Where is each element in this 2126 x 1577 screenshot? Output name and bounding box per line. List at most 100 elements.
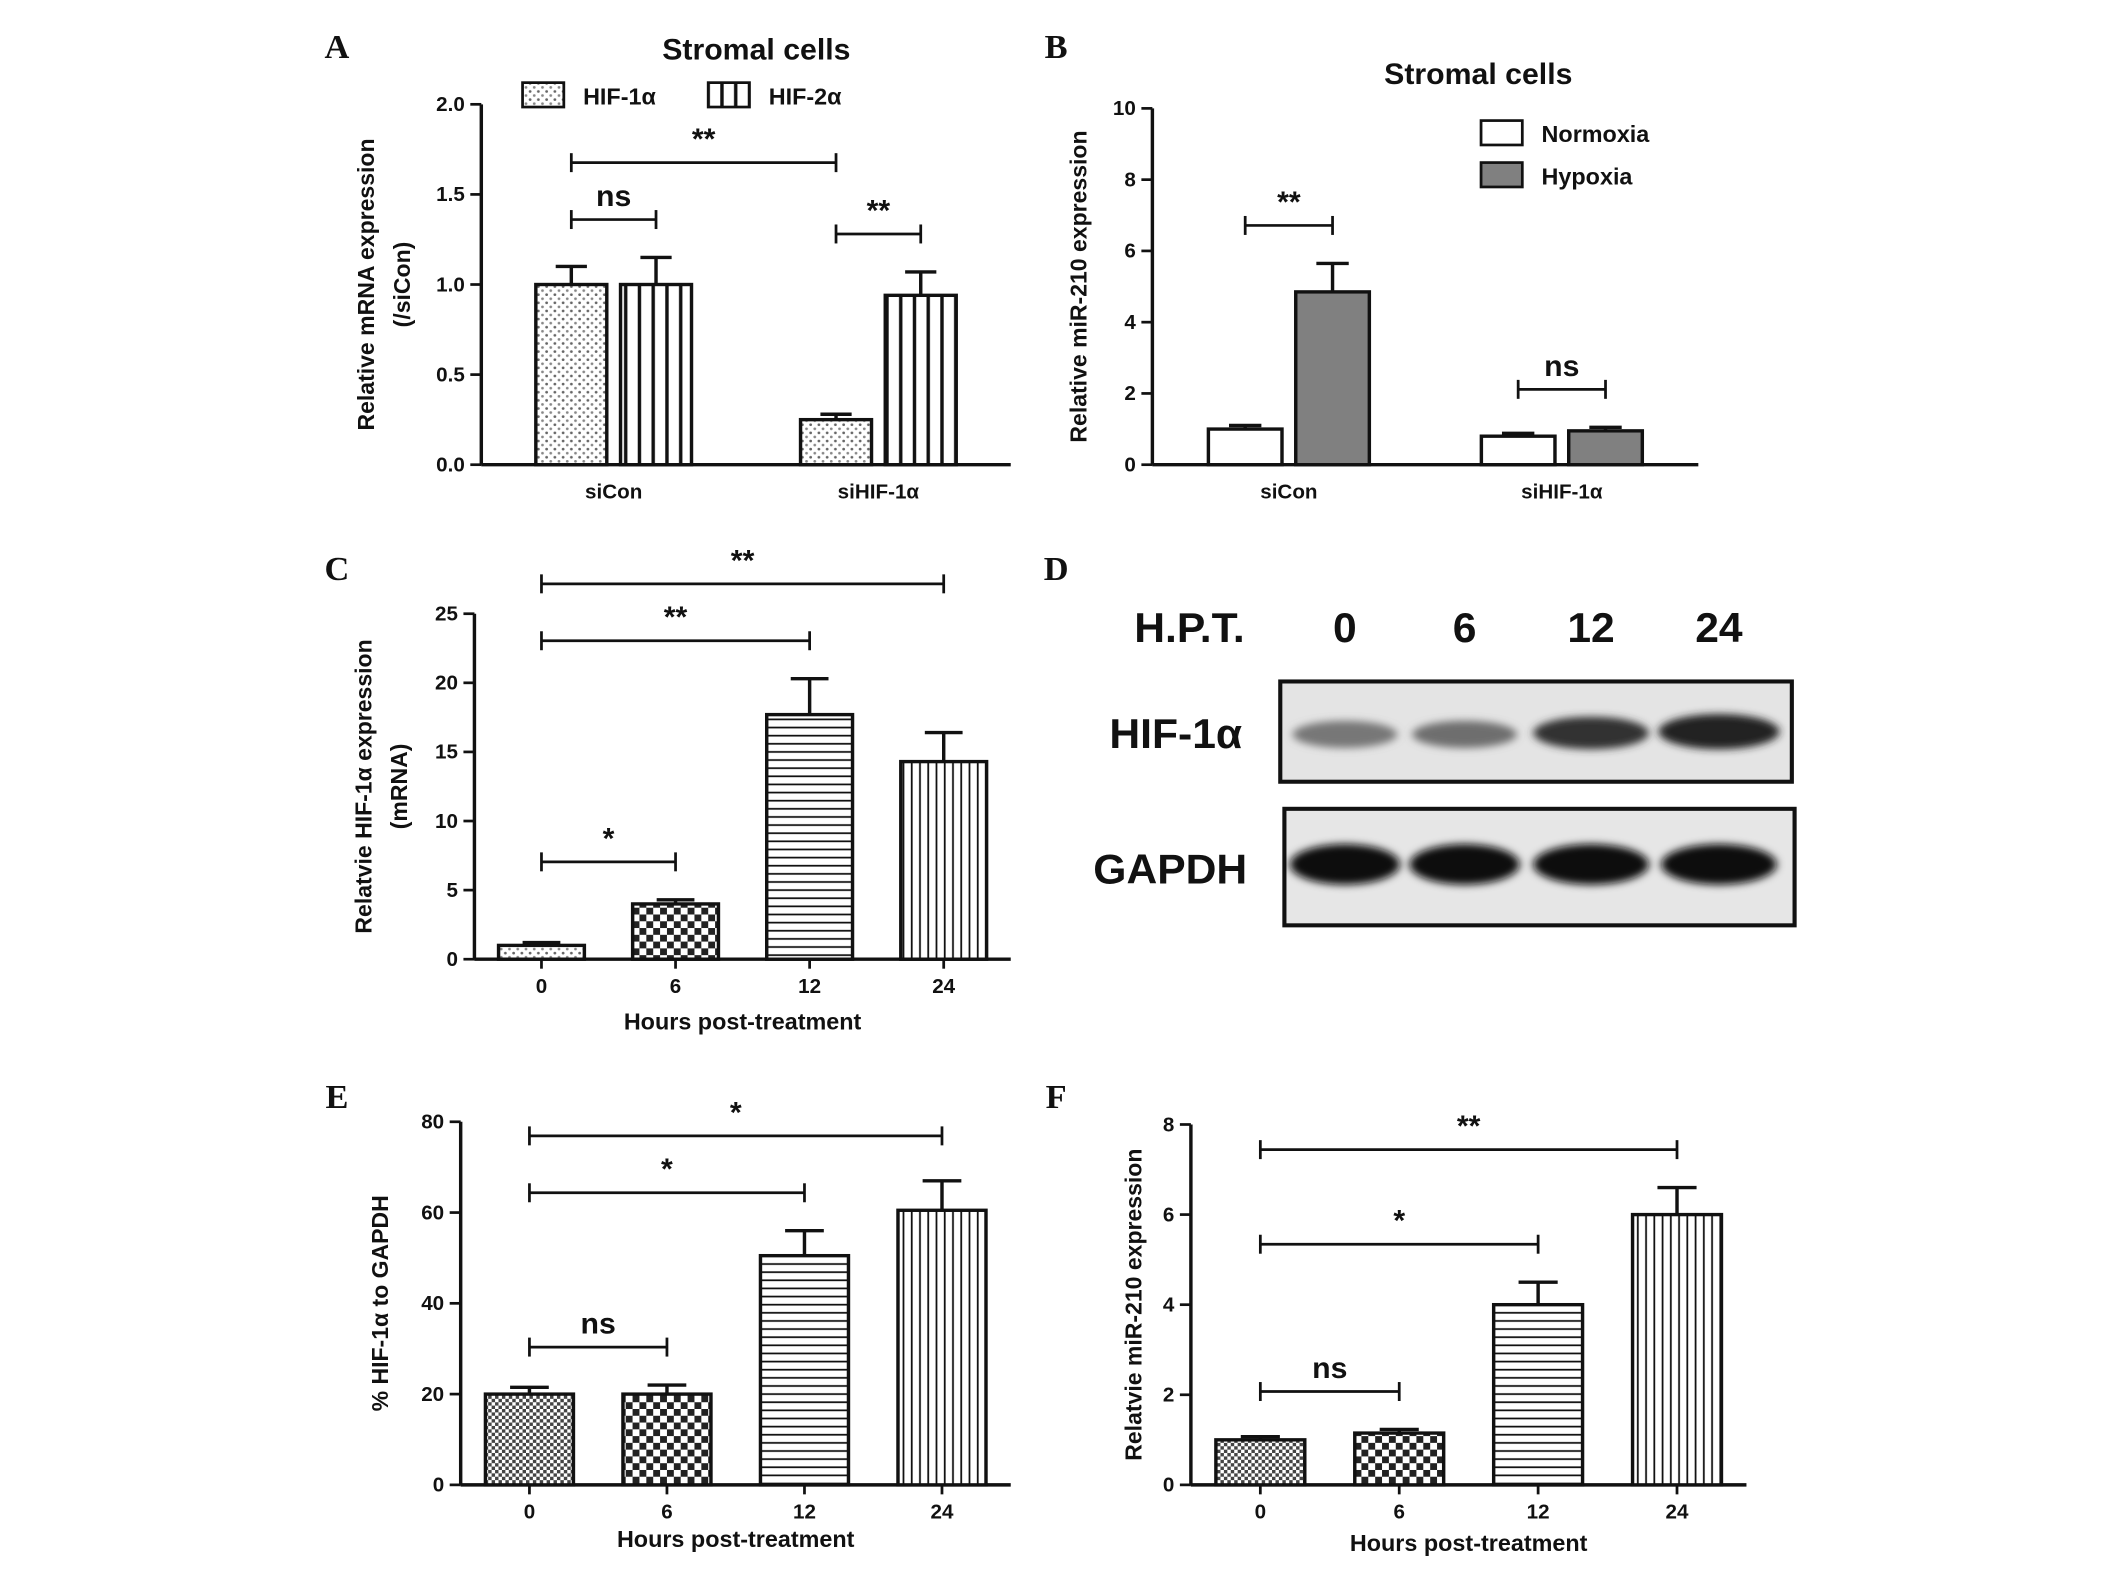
x-tick-label: siCon — [1260, 481, 1317, 504]
y-tick-label: 4 — [1163, 1294, 1175, 1317]
x-tick-label: 24 — [932, 975, 956, 998]
bar — [765, 712, 855, 961]
y-axis-label: Relative miR-210 expression — [1065, 130, 1091, 442]
y-axis-label: (/siCon) — [389, 242, 415, 328]
significance-bracket: * — [528, 1097, 944, 1146]
x-tick-label: 12 — [798, 975, 821, 998]
error-bar — [1316, 261, 1349, 292]
y-tick-label: 8 — [1124, 169, 1135, 192]
y-tick-label: 6 — [1124, 240, 1135, 263]
panel-label: D — [1044, 551, 1069, 588]
x-tick-label: 0 — [524, 1501, 535, 1524]
y-tick-label: 2.0 — [436, 93, 465, 116]
bar — [1294, 290, 1372, 467]
error-bar — [922, 1179, 962, 1211]
x-axis-label: Hours post-treatment — [624, 1009, 862, 1035]
x-tick-label: 0 — [1255, 1501, 1266, 1524]
x-tick-label: 6 — [1393, 1501, 1404, 1524]
x-axis-label: Hours post-treatment — [1350, 1530, 1588, 1556]
chart-title: Stromal cells — [1384, 58, 1572, 91]
x-tick-label: siHIF-1α — [838, 481, 920, 504]
y-tick-label: 0 — [1124, 454, 1135, 477]
error-bar — [905, 270, 937, 296]
y-tick-label: 60 — [421, 1201, 444, 1224]
y-axis-label: % HIF-1α to GAPDH — [367, 1195, 393, 1411]
error-bar — [640, 255, 672, 285]
significance-label: ** — [867, 195, 891, 228]
error-bar — [1589, 425, 1622, 431]
bar — [483, 1392, 576, 1487]
significance-bracket: ns — [528, 1308, 669, 1357]
x-tick-label: siHIF-1α — [1521, 481, 1603, 504]
x-axis-label: Hours post-treatment — [617, 1526, 855, 1552]
y-tick-label: 4 — [1124, 311, 1136, 334]
significance-bracket: ** — [540, 544, 946, 594]
bar — [899, 759, 989, 961]
bar — [618, 282, 694, 467]
bar — [1353, 1431, 1446, 1487]
significance-label: ** — [664, 601, 688, 634]
significance-label: ns — [581, 1308, 616, 1341]
y-tick-label: 40 — [421, 1292, 444, 1315]
significance-bracket: * — [528, 1153, 806, 1203]
lane-label: 6 — [1453, 604, 1477, 651]
significance-bracket: ** — [834, 195, 923, 244]
error-bar — [656, 898, 695, 904]
error-bar — [1379, 1427, 1419, 1434]
bar — [798, 417, 874, 467]
error-bar — [1518, 1280, 1558, 1305]
significance-bracket: ** — [540, 601, 812, 651]
legend-label: HIF-1α — [583, 83, 657, 109]
panel-label: A — [325, 29, 350, 66]
legend-swatch — [1479, 161, 1524, 189]
error-bar — [1229, 423, 1262, 430]
bar — [896, 1208, 988, 1487]
error-bar — [785, 1229, 824, 1256]
legend-swatch — [706, 81, 751, 109]
panel-label: B — [1045, 29, 1068, 66]
y-tick-label: 20 — [435, 672, 458, 695]
significance-bracket: ** — [1258, 1110, 1679, 1160]
bar — [1566, 429, 1645, 467]
legend-label: Normoxia — [1542, 121, 1651, 147]
y-tick-label: 20 — [421, 1383, 444, 1406]
significance-label: ** — [731, 544, 755, 577]
y-tick-label: 0 — [433, 1474, 444, 1497]
error-bar — [820, 412, 852, 420]
significance-bracket: * — [540, 822, 677, 872]
y-tick-label: 0 — [1163, 1474, 1174, 1497]
legend-label: HIF-2α — [769, 83, 843, 109]
y-axis-label: Relative mRNA expression — [353, 138, 379, 430]
significance-bracket: ns — [1258, 1352, 1401, 1402]
y-tick-label: 2 — [1124, 382, 1135, 405]
error-bar — [555, 264, 587, 285]
bar — [630, 902, 721, 961]
error-bar — [790, 676, 829, 715]
error-bar — [522, 940, 561, 946]
error-bar — [1657, 1185, 1697, 1215]
significance-label: * — [730, 1097, 742, 1130]
y-tick-label: 1.0 — [436, 273, 465, 296]
significance-bracket: ns — [569, 180, 658, 230]
significance-bracket: ** — [569, 123, 838, 173]
bar — [1206, 427, 1284, 467]
significance-label: ns — [1312, 1352, 1347, 1385]
y-axis-label: Relatvie HIF-1α expression — [350, 639, 376, 933]
x-tick-label: 24 — [1666, 1501, 1690, 1524]
lane-label: 12 — [1567, 604, 1614, 651]
y-axis-label: (mRNA) — [386, 744, 412, 830]
significance-bracket: * — [1258, 1205, 1540, 1254]
blot-row-label: HIF-1α — [1109, 710, 1242, 757]
bar — [1479, 434, 1557, 467]
panel-label: C — [325, 551, 350, 588]
y-tick-label: 10 — [1113, 97, 1136, 120]
y-tick-label: 5 — [446, 879, 457, 902]
y-tick-label: 0.5 — [436, 364, 465, 387]
y-tick-label: 6 — [1163, 1203, 1174, 1226]
significance-label: ** — [1277, 186, 1301, 219]
y-tick-label: 15 — [435, 741, 458, 764]
y-tick-label: 0 — [446, 948, 457, 971]
blot-header: H.P.T. — [1134, 604, 1245, 651]
legend-swatch — [521, 81, 566, 109]
